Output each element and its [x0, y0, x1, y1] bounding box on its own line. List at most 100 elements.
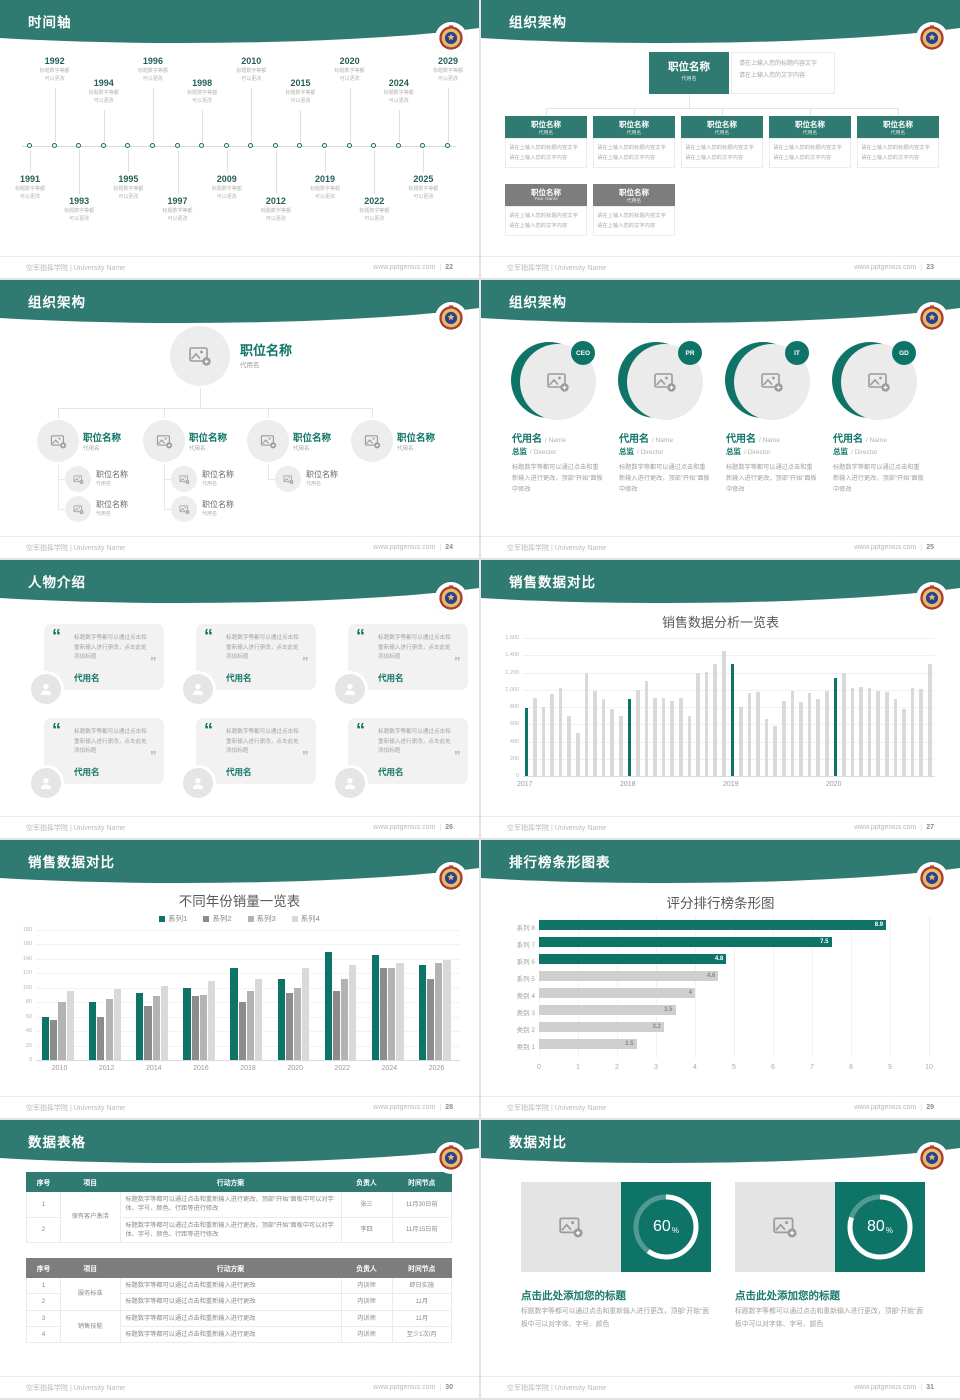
slide-27-sales-chart[interactable]: 销售数据对比 销售数据分析一览表 0 200 400 600 800 1,000 1,200 1…: [481, 560, 960, 838]
chart-row-label: 系列 7: [516, 942, 535, 949]
chart-bar: [324, 951, 332, 1060]
quote-person-name: 代用名: [378, 673, 404, 683]
chart-gridline: [523, 741, 935, 743]
legend-item: 系列4: [291, 913, 320, 924]
slide-header: [481, 560, 960, 606]
slide-23-org-chart[interactable]: 组织架构 职位名称 代用名 请在上输入您的标题内容文字 请在上输入您的文字内容 职位名…: [481, 0, 960, 278]
chart-bar: [739, 707, 743, 776]
org-connector-stub: [58, 408, 59, 418]
member-role-en: / Director: [530, 449, 557, 456]
member-desc: 标题数字等都可以通过点击和重新输入进行更改，顶部“开始”面板中修改: [619, 464, 710, 494]
footer-site-page: www.pptgenius.com | 26: [373, 824, 453, 831]
legend-swatch: [203, 915, 210, 922]
footer-site: www.pptgenius.com: [854, 1104, 917, 1111]
slide-title: 数据对比: [509, 1135, 567, 1150]
member-role-line: 总监 / Director: [726, 446, 822, 457]
org-node-title: 职位名称: [531, 188, 561, 197]
compare-percent-label: 80%: [835, 1182, 925, 1272]
slide-title: 组织架构: [28, 295, 86, 310]
member-badge: GD: [892, 341, 916, 365]
member-role: 总监: [726, 447, 741, 456]
chart-ytick-label: 600: [509, 721, 519, 728]
footer-page-number: 25: [926, 544, 934, 551]
chart-bar: [230, 967, 238, 1060]
chart-xtick-label: 2020: [826, 781, 842, 788]
chart-xtick-label: 4: [693, 1064, 697, 1071]
org-node-desc: 请在上输入您的标题内容文字 请在上输入您的文字内容: [597, 145, 666, 162]
chart-bar: [653, 698, 657, 776]
quote-person-name: 代用名: [226, 767, 252, 777]
org-node-subtitle: 代用名: [714, 131, 730, 136]
member-name: 代用名: [512, 434, 542, 445]
chart-gridline: [578, 916, 579, 1058]
slide-24-org-chart[interactable]: 组织架构 职位名称 代用名 职位名称 代用名 职位名称 代用名 职位名称 代用名 职位名称 代用名…: [0, 280, 479, 558]
slide-28-sales-chart[interactable]: 销售数据对比 不同年份销量一览表 系列1 系列2 系列3 系列4 0 20 40 60 80 100…: [0, 840, 479, 1118]
data-table: 序号 项目 行动方案 负责人 时间节点 1 服务标准 标题数字等都可以通过点击和重新输入进行更…: [26, 1258, 452, 1344]
table-cell: 1: [26, 1191, 61, 1218]
timeline-year: 1995: [118, 174, 139, 184]
timeline-connector: [30, 150, 31, 172]
timeline-year: 2029: [437, 56, 459, 66]
slide-29-ranking-chart[interactable]: 排行榜条形图表 评分排行榜条形图 0 1 2 3 4 5 6 7 8 9 10 系列 8 8.9 系列 7 7…: [481, 840, 960, 1118]
emblem-icon: [920, 305, 944, 330]
chart-title: 评分排行榜条形图: [666, 896, 775, 911]
academy-emblem-icon: [435, 22, 467, 54]
timeline-axis: [22, 146, 456, 147]
org-root-subtitle: 代用名: [681, 76, 697, 82]
table-header-cell: 项目: [60, 1258, 121, 1278]
slide-31-data-compare[interactable]: 数据对比 60% 点击此处添加您的标题 标题数字等都可以通过点击和重新输入进行更改，…: [481, 1120, 960, 1398]
table-header-cell: 序号: [26, 1172, 61, 1192]
chart-bar: [539, 920, 887, 930]
org-level3-subtitle: 代用名: [202, 481, 218, 487]
timeline-node: [346, 143, 352, 148]
footer-separator: |: [920, 1104, 923, 1111]
chart-bar: [539, 988, 695, 998]
chart-gridline: [523, 707, 935, 708]
table-row: 4 标题数字等都可以通过点击和重新输入进行更改 内训师 至少1次/月: [26, 1325, 452, 1344]
slide-26-people-intro[interactable]: 人物介绍 “标题数字等都可以通过点击和重新输入进行更改，点击此处添加标题” 代用名…: [0, 560, 479, 838]
chart-gridline: [929, 916, 930, 1058]
org-root-avatar: [170, 326, 230, 386]
table-cell: 张三: [340, 1191, 393, 1218]
member-name-line: 代用名 / Name: [833, 430, 929, 445]
percent-number: 80: [867, 1218, 885, 1235]
timeline-node: [27, 143, 32, 148]
footer-page-number: 28: [445, 1104, 453, 1111]
chart-bar: [876, 691, 880, 776]
chart-ytick-label: 1,200: [505, 669, 519, 676]
footer-site-page: www.pptgenius.com | 29: [854, 1104, 934, 1111]
slide-30-data-tables[interactable]: 数据表格 序号 项目 行动方案 负责人 时间节点 1 保有客户激活 标题数字等都可以通过点击和…: [0, 1120, 479, 1398]
chart-bar: [558, 688, 563, 776]
timeline-node: [174, 143, 180, 148]
org-level3-avatar: [171, 496, 197, 522]
chart-row-label: 类别 4: [516, 993, 535, 1000]
table-cell: 2: [26, 1293, 61, 1311]
footer-page-number: 27: [926, 824, 934, 831]
avatar: [183, 768, 213, 798]
slide-25-org-chart[interactable]: 组织架构 CEO 代用名 / Name 总监 / Director 标题数字等都可以通过点…: [481, 280, 960, 558]
chart-xtick-label: 6: [771, 1064, 775, 1071]
chart-gridline: [36, 958, 460, 960]
image-placeholder-icon: [773, 1217, 797, 1238]
footer-page-number: 31: [926, 1384, 934, 1391]
chart-bar: [919, 688, 923, 776]
chart-bar: [97, 1016, 105, 1060]
chart-bar: [341, 979, 349, 1060]
slide-body: 序号 项目 行动方案 负责人 时间节点 1 保有客户激活 标题数字等都可以通过点击和重新输入进…: [0, 1166, 479, 1376]
member-role-en: / Director: [637, 449, 664, 456]
timeline-year: 1994: [93, 78, 114, 88]
table-cell: 内训师: [340, 1309, 393, 1327]
chart-bar: [859, 687, 863, 776]
org-level2-avatar: [351, 420, 393, 462]
member-name-en: / Name: [652, 437, 673, 444]
quote-text: 标题数字等都可以通过点击和重新输入进行更改，点击此处添加标题: [226, 729, 299, 754]
chart-bar: [644, 681, 649, 776]
academy-emblem-icon: [435, 582, 467, 614]
image-placeholder-icon: [179, 474, 189, 484]
chart-bar: [539, 954, 727, 964]
slide-footer: 空军指挥学院 | University Name www.pptgenius.c…: [481, 536, 960, 558]
chart-ytick-label: 0: [28, 1057, 32, 1063]
person-icon: [40, 778, 52, 789]
chart-bar: [867, 688, 872, 776]
slide-22-timeline[interactable]: 时间轴 1991 标题数字等都 可以更改 1992 标题数字等都 可以更改 1993 标题…: [0, 0, 479, 278]
